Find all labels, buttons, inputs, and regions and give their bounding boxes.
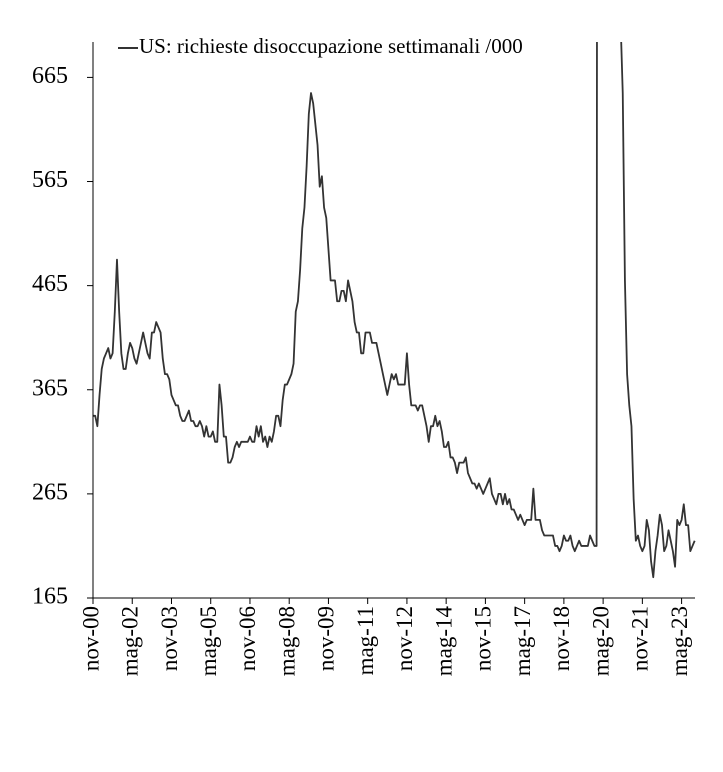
x-tick-label: nov-06 — [235, 606, 260, 671]
x-tick-label: mag-14 — [431, 606, 456, 677]
x-tick-label: nov-18 — [549, 606, 574, 671]
y-tick-label: 265 — [32, 479, 68, 505]
x-tick-label: nov-12 — [392, 606, 417, 671]
x-tick-label: mag-17 — [510, 606, 535, 676]
y-tick-label: 165 — [32, 584, 68, 610]
x-tick-label: nov-09 — [314, 606, 339, 671]
y-tick-label: 665 — [32, 63, 68, 89]
x-tick-label: nov-15 — [471, 606, 496, 671]
x-tick-label: nov-21 — [628, 606, 653, 671]
data-line — [93, 42, 696, 579]
x-tick-label: nov-00 — [78, 606, 103, 671]
x-tick-label: nov-03 — [157, 606, 182, 671]
x-tick-label: mag-11 — [353, 606, 378, 675]
x-tick-label: mag-08 — [274, 606, 299, 676]
x-tick-label: mag-02 — [118, 606, 143, 676]
y-tick-label: 565 — [32, 167, 68, 193]
y-tick-label: 365 — [32, 375, 68, 401]
legend-label: US: richieste disoccupazione settimanali… — [139, 34, 523, 58]
x-tick-label: mag-05 — [196, 606, 221, 676]
x-tick-label: mag-23 — [667, 606, 692, 676]
x-tick-label: mag-20 — [588, 606, 613, 676]
legend-background — [112, 36, 582, 62]
y-tick-label: 465 — [32, 271, 68, 297]
